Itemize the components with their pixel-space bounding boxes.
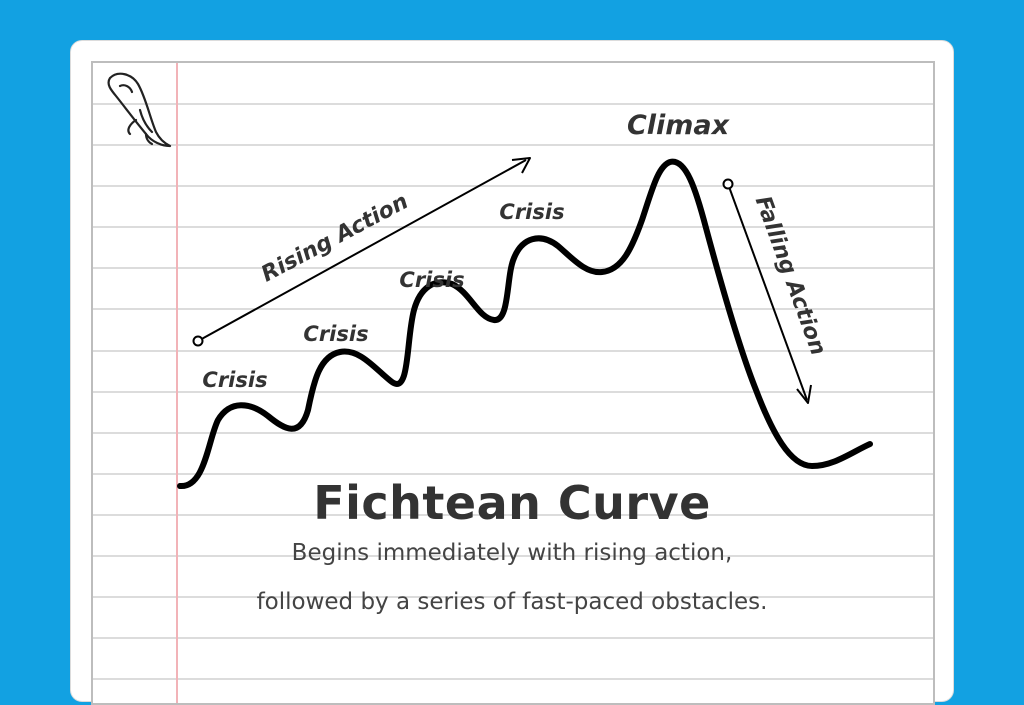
rule-line	[93, 185, 933, 187]
rising-action-arrow	[192, 157, 531, 347]
rule-line	[93, 226, 933, 228]
rule-line	[93, 596, 933, 598]
description-line-2: followed by a series of fast-paced obsta…	[256, 589, 768, 615]
rule-line	[93, 350, 933, 352]
rule-line	[93, 432, 933, 434]
rule-line	[93, 391, 933, 393]
rule-line	[93, 555, 933, 557]
feather-quill-icon	[107, 72, 172, 148]
notebook-sheet	[91, 61, 935, 705]
crisis-label-4: Crisis	[499, 200, 564, 224]
story-curve	[177, 158, 873, 489]
falling-action-arrow	[722, 178, 812, 404]
crisis-label-3: Crisis	[399, 268, 464, 292]
fichtean-curve-diagram: Rising Action Falling Action Climax Cris…	[107, 72, 873, 489]
rising-action-label: Rising Action	[257, 189, 412, 287]
rule-line	[93, 144, 933, 146]
description-line-1: Begins immediately with rising action,	[291, 540, 733, 566]
margin-line	[176, 63, 178, 703]
crisis-label-1: Crisis	[202, 368, 267, 392]
rule-line	[93, 308, 933, 310]
rule-line	[93, 637, 933, 639]
rule-line	[93, 514, 933, 516]
rule-line	[93, 103, 933, 105]
rule-line	[93, 473, 933, 475]
climax-label: Climax	[627, 110, 731, 141]
rule-line	[93, 678, 933, 680]
diagram-title: Fichtean Curve	[313, 476, 711, 530]
crisis-label-2: Crisis	[303, 322, 368, 346]
